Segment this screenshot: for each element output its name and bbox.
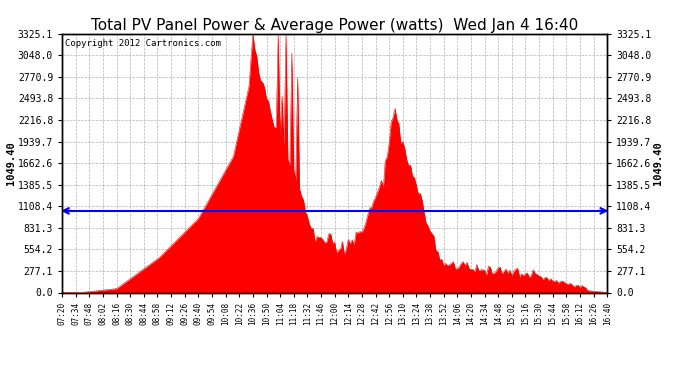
- Title: Total PV Panel Power & Average Power (watts)  Wed Jan 4 16:40: Total PV Panel Power & Average Power (wa…: [91, 18, 578, 33]
- Y-axis label: 1049.40: 1049.40: [653, 141, 663, 185]
- Y-axis label: 1049.40: 1049.40: [6, 141, 17, 185]
- Text: Copyright 2012 Cartronics.com: Copyright 2012 Cartronics.com: [65, 39, 221, 48]
